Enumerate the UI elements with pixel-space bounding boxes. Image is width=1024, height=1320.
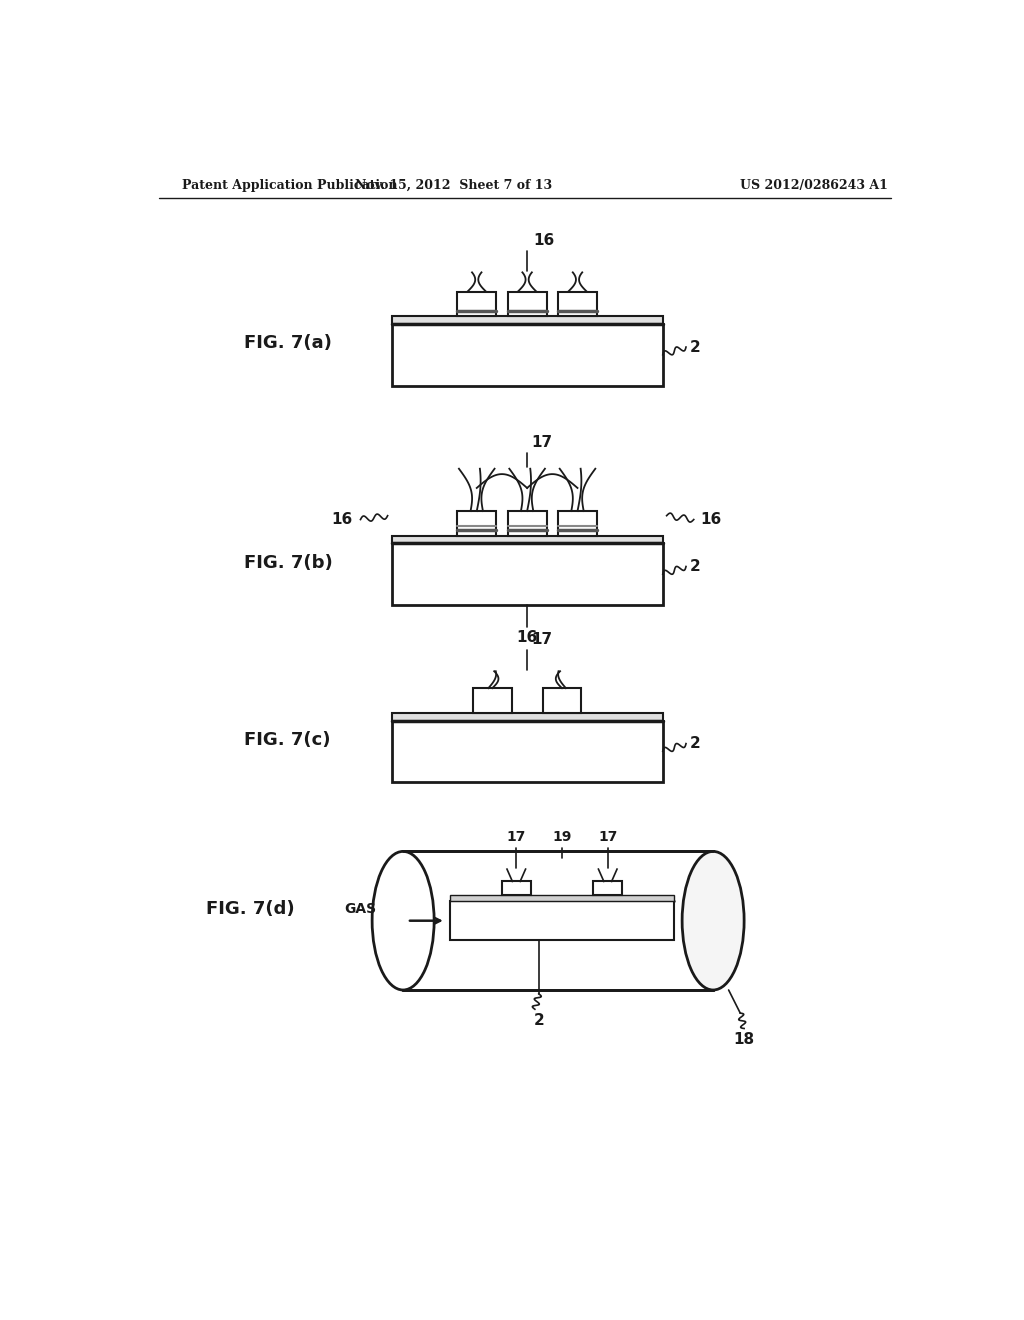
- Text: 16: 16: [332, 512, 352, 527]
- Bar: [450, 895, 675, 902]
- Text: 18: 18: [733, 1032, 755, 1047]
- Text: 16: 16: [534, 232, 555, 248]
- Bar: [458, 292, 496, 317]
- Bar: [558, 511, 597, 536]
- Text: FIG. 7(d): FIG. 7(d): [206, 900, 294, 919]
- Bar: [593, 882, 623, 895]
- Bar: [391, 544, 663, 605]
- Bar: [458, 511, 496, 536]
- Bar: [508, 511, 547, 536]
- Text: GAS: GAS: [344, 902, 376, 916]
- Text: 16: 16: [516, 630, 538, 644]
- Text: Nov. 15, 2012  Sheet 7 of 13: Nov. 15, 2012 Sheet 7 of 13: [355, 178, 552, 191]
- Bar: [543, 688, 582, 713]
- Text: FIG. 7(b): FIG. 7(b): [245, 553, 333, 572]
- Text: 2: 2: [534, 1014, 544, 1028]
- Bar: [502, 882, 531, 895]
- Text: 2: 2: [690, 737, 700, 751]
- Bar: [391, 323, 663, 385]
- Bar: [508, 292, 547, 317]
- Ellipse shape: [682, 851, 744, 990]
- Text: 16: 16: [700, 512, 721, 527]
- Ellipse shape: [372, 851, 434, 990]
- Bar: [403, 851, 713, 990]
- Text: Patent Application Publication: Patent Application Publication: [182, 178, 397, 191]
- Text: FIG. 7(a): FIG. 7(a): [245, 334, 332, 352]
- Text: 2: 2: [690, 339, 700, 355]
- Text: 17: 17: [531, 631, 552, 647]
- Text: 17: 17: [598, 830, 617, 845]
- Bar: [473, 688, 512, 713]
- Bar: [450, 902, 675, 940]
- Bar: [558, 292, 597, 317]
- Text: 19: 19: [552, 830, 571, 845]
- Bar: [391, 721, 663, 781]
- Bar: [391, 713, 663, 721]
- Text: FIG. 7(c): FIG. 7(c): [245, 731, 331, 748]
- Text: 17: 17: [507, 830, 526, 845]
- Text: 2: 2: [690, 558, 700, 574]
- Text: US 2012/0286243 A1: US 2012/0286243 A1: [740, 178, 888, 191]
- Bar: [391, 536, 663, 544]
- Text: 17: 17: [531, 436, 552, 450]
- Bar: [391, 317, 663, 323]
